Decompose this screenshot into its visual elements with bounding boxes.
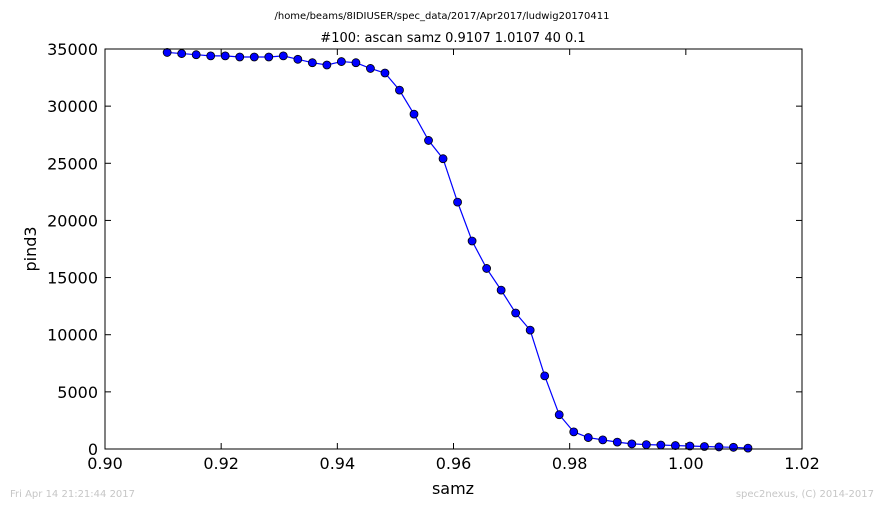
data-point xyxy=(366,64,375,73)
data-point xyxy=(351,58,361,68)
footer-timestamp: Fri Apr 14 21:21:44 2017 xyxy=(10,489,136,500)
data-point xyxy=(278,51,288,61)
data-point xyxy=(249,52,259,62)
data-point xyxy=(612,437,622,447)
plot-frame xyxy=(104,48,803,450)
x-tick-label: 1.00 xyxy=(668,454,704,473)
data-point xyxy=(453,197,462,207)
x-tick-label: 0.98 xyxy=(552,454,588,473)
plot-area xyxy=(162,48,753,453)
chart-subtitle: /home/beams/8IDIUSER/spec_data/2017/Apr2… xyxy=(274,11,609,22)
y-tick-label: 25000 xyxy=(47,154,98,173)
data-point xyxy=(206,51,216,61)
data-point xyxy=(627,439,637,449)
data-point xyxy=(540,371,550,381)
data-point xyxy=(525,325,535,335)
y-tick-label: 30000 xyxy=(47,97,98,116)
data-point xyxy=(380,68,390,78)
data-point xyxy=(496,285,506,295)
data-point xyxy=(482,264,492,273)
data-point xyxy=(336,57,346,66)
data-point xyxy=(685,441,695,451)
data-point xyxy=(438,154,448,164)
data-point xyxy=(700,442,709,451)
data-point xyxy=(467,236,477,246)
footer-credit: spec2nexus, (C) 2014-2017 xyxy=(735,489,874,500)
x-tick-label: 0.96 xyxy=(436,454,472,473)
x-tick-label: 0.92 xyxy=(203,454,239,473)
data-point xyxy=(583,433,593,442)
data-point xyxy=(264,52,274,62)
data-point xyxy=(714,442,724,452)
data-point xyxy=(598,435,608,445)
data-point xyxy=(395,85,404,95)
axis-ticks: 0.90 0.92 0.94 0.96 0.98 1.00 1.02 0 5000 10000 15… xyxy=(47,40,820,473)
data-point xyxy=(424,136,433,145)
data-point xyxy=(235,52,245,62)
data-point xyxy=(729,442,738,452)
series-line xyxy=(167,51,749,449)
x-tick-label: 0.90 xyxy=(87,454,123,473)
y-tick-label: 10000 xyxy=(47,326,98,345)
y-tick-label: 35000 xyxy=(47,40,98,59)
y-tick-label: 5000 xyxy=(57,383,98,402)
data-point xyxy=(409,109,419,119)
data-point xyxy=(554,410,564,420)
data-point xyxy=(743,443,753,453)
x-tick-label: 1.02 xyxy=(784,454,820,473)
data-point xyxy=(177,49,187,58)
y-tick-label: 20000 xyxy=(47,211,98,230)
data-point xyxy=(220,51,230,61)
data-point xyxy=(191,50,201,60)
y-axis-label: pind3 xyxy=(21,226,40,271)
y-tick-label: 0 xyxy=(88,440,98,459)
data-point xyxy=(162,48,172,57)
data-point xyxy=(307,58,317,68)
x-axis-label: samz xyxy=(432,479,474,498)
y-tick-label: 15000 xyxy=(47,269,98,288)
data-point xyxy=(641,440,651,450)
data-point xyxy=(293,54,303,64)
data-point xyxy=(670,441,680,450)
chart-title: #100: ascan samz 0.9107 1.0107 40 0.1 xyxy=(320,31,585,46)
data-point xyxy=(656,440,666,450)
x-tick-label: 0.94 xyxy=(320,454,356,473)
data-point xyxy=(511,308,521,318)
data-point xyxy=(322,60,332,70)
data-point xyxy=(569,427,579,437)
